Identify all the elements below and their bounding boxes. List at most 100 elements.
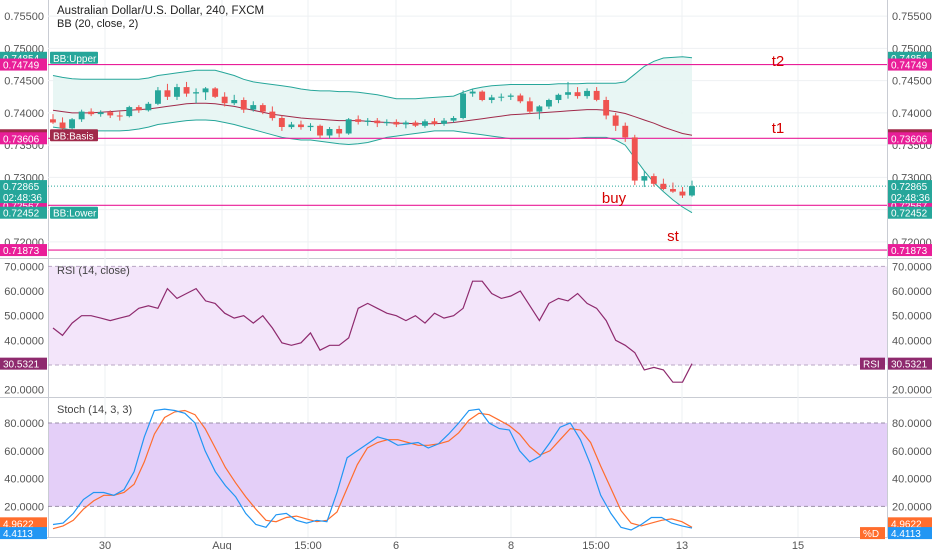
candle-body[interactable] (355, 119, 362, 122)
candle-body[interactable] (288, 124, 295, 128)
candle-body[interactable] (135, 107, 142, 111)
candle-body[interactable] (641, 176, 648, 181)
left-price-badge-last-bg (0, 180, 47, 193)
candle-body[interactable] (269, 111, 276, 119)
candle-body[interactable] (670, 189, 676, 192)
candle-body[interactable] (345, 119, 352, 134)
candle-body[interactable] (183, 87, 190, 94)
x-tick-label: 15 (792, 540, 804, 550)
candle-body[interactable] (364, 120, 371, 122)
candle-body[interactable] (298, 124, 304, 128)
candle-body[interactable] (574, 92, 581, 97)
candle-body[interactable] (164, 90, 171, 97)
candle-body[interactable] (259, 105, 266, 112)
candle-body[interactable] (59, 122, 66, 129)
candle-body[interactable] (584, 90, 590, 97)
candle-body[interactable] (383, 121, 390, 124)
y-tick-label-right: 0.74000 (892, 108, 932, 120)
bb-basis-line (52, 102, 693, 136)
right-price-badge-t2-bg (888, 58, 932, 71)
left-price-badge-bb_lower: 0.72452 (3, 209, 40, 220)
left-countdown-badge-bg (0, 191, 47, 204)
bb-tag-bb_upper: BB:Upper (53, 54, 97, 65)
bb-tag-bb_basis: BB:Basis (53, 131, 94, 142)
stoch-y-tick-right: 40.0000 (892, 474, 932, 486)
candle-body[interactable] (402, 122, 409, 125)
candle-body[interactable] (517, 95, 524, 102)
right-price-badge-t1: 0.73606 (891, 134, 928, 145)
rsi-line (52, 280, 693, 383)
y-tick-label-right: 0.74500 (892, 76, 932, 88)
annotation-t2: t2 (772, 53, 785, 70)
candle-body[interactable] (565, 92, 571, 95)
candle-body[interactable] (336, 129, 343, 134)
candle-body[interactable] (317, 125, 323, 136)
stoch-k-left-badge-bg (0, 527, 47, 540)
candle-body[interactable] (460, 93, 466, 119)
bb-upper-line (52, 56, 693, 100)
stoch-y-tick-right: 20.0000 (892, 501, 932, 513)
candle-body[interactable] (536, 106, 543, 112)
stoch-y-tick-left: 40.0000 (4, 474, 44, 486)
stoch-k-right-badge-bg (888, 527, 932, 540)
candle-body[interactable] (593, 90, 600, 100)
candle-body[interactable] (126, 107, 133, 117)
candle-body[interactable] (422, 121, 428, 126)
stoch-pane-title[interactable]: Stoch (14, 3, 3) (57, 404, 132, 416)
candle-body[interactable] (374, 120, 381, 124)
candle-body[interactable] (50, 119, 56, 123)
stoch-y-tick-right: 60.0000 (892, 446, 932, 458)
stoch-d-line (52, 409, 693, 530)
candle-body[interactable] (650, 176, 657, 184)
candle-body[interactable] (526, 101, 533, 112)
candle-body[interactable] (431, 121, 438, 124)
candle-body[interactable] (441, 120, 447, 124)
candle-body[interactable] (507, 95, 514, 97)
candle-body[interactable] (555, 94, 562, 100)
candle-body[interactable] (193, 92, 199, 94)
bb-tag-bg-bb_upper (50, 51, 98, 64)
candle-body[interactable] (97, 112, 104, 115)
stoch-k-right-badge: 4.4113 (891, 529, 921, 540)
candle-body[interactable] (498, 96, 505, 98)
candle-body[interactable] (488, 97, 495, 100)
candle-body[interactable] (221, 96, 228, 104)
candle-body[interactable] (231, 100, 238, 104)
candle-body[interactable] (412, 122, 419, 126)
left-price-badge-last: 0.72865 (3, 182, 40, 193)
candle-body[interactable] (622, 125, 629, 138)
candle-body[interactable] (469, 91, 476, 94)
candle-body[interactable] (546, 100, 552, 107)
candle-body[interactable] (250, 105, 257, 110)
candle-body[interactable] (603, 100, 610, 116)
candle-body[interactable] (326, 129, 333, 136)
candle-body[interactable] (450, 118, 457, 121)
candle-body[interactable] (202, 88, 209, 93)
candle-body[interactable] (145, 103, 152, 111)
stoch-tag: %D (863, 529, 879, 540)
rsi-pane-title[interactable]: RSI (14, close) (57, 265, 130, 277)
candle-body[interactable] (612, 115, 619, 126)
candle-body[interactable] (689, 186, 695, 196)
candle-body[interactable] (88, 111, 95, 115)
annotation-st: st (667, 228, 680, 245)
candle-body[interactable] (107, 112, 114, 116)
candle-body[interactable] (155, 90, 161, 104)
candle-body[interactable] (278, 118, 285, 127)
candle-body[interactable] (116, 115, 123, 117)
candle-body[interactable] (78, 111, 85, 120)
candle-body[interactable] (69, 119, 75, 129)
candle-body[interactable] (479, 91, 486, 100)
x-tick-label: 6 (393, 540, 399, 550)
candle-body[interactable] (660, 183, 667, 189)
candle-body[interactable] (679, 191, 686, 196)
candle-body[interactable] (631, 137, 638, 181)
bb-lower-line (52, 119, 693, 214)
candle-body[interactable] (212, 88, 219, 97)
candle-body[interactable] (240, 100, 247, 110)
candle-body[interactable] (307, 125, 314, 128)
candle-body[interactable] (393, 121, 400, 125)
candle-body[interactable] (174, 87, 180, 97)
